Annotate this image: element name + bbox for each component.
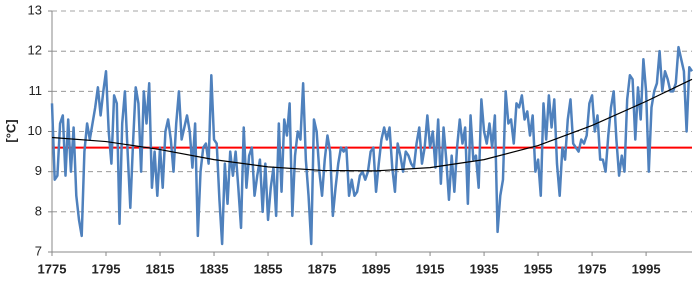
y-tick-label: 12 (28, 43, 42, 58)
y-tick-label: 8 (35, 203, 42, 218)
y-tick-label: 9 (35, 163, 42, 178)
y-tick-label: 11 (29, 83, 43, 98)
data-line (50, 45, 694, 246)
y-axis-label: [°C] (3, 119, 18, 142)
x-tick-label: 1995 (632, 261, 661, 276)
x-tick-label: 1875 (308, 261, 337, 276)
x-tick-label: 1935 (470, 261, 499, 276)
x-tick-label: 1915 (416, 261, 445, 276)
x-tick-label: 1835 (200, 261, 229, 276)
x-tick-label: 1975 (578, 261, 607, 276)
y-tick-label: 7 (35, 243, 42, 258)
x-tick-label: 1795 (92, 261, 121, 276)
trend-line (51, 78, 693, 172)
x-tick-label: 1815 (146, 261, 175, 276)
x-tick-label: 1895 (362, 261, 391, 276)
x-tick-label: 1775 (38, 261, 67, 276)
x-tick-label: 1955 (524, 261, 553, 276)
y-tick-label: 13 (28, 2, 42, 17)
y-tick-label: 10 (28, 123, 42, 138)
x-tick-label: 1855 (254, 261, 283, 276)
